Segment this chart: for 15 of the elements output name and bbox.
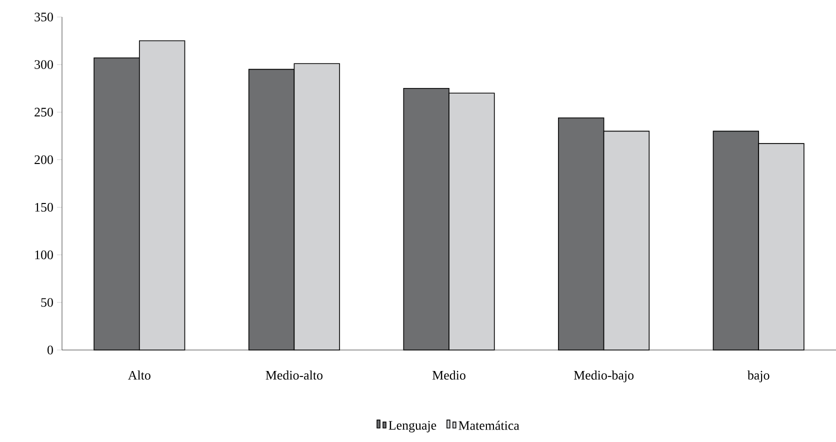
y-tick-label: 250 [34,108,53,117]
y-tick-label: 200 [34,155,53,164]
x-tick-label: Medio-alto [266,370,322,380]
y-tick-label: 350 [34,12,53,22]
y-tick-label: 50 [41,298,53,307]
y-tick-label: 300 [34,60,53,69]
legend-label: Lenguaje [388,420,436,432]
legend-label: Matemática [458,420,520,430]
y-tick-label: 100 [35,250,53,260]
y-tick-label: 150 [35,202,53,212]
x-tick-label: Alto [128,370,150,380]
y-tick-label: 0 [48,346,53,354]
x-tick-label: Medio-bajo [574,370,634,382]
x-tick-label: bajo [747,370,770,382]
x-tick-label: Medio [432,370,466,380]
